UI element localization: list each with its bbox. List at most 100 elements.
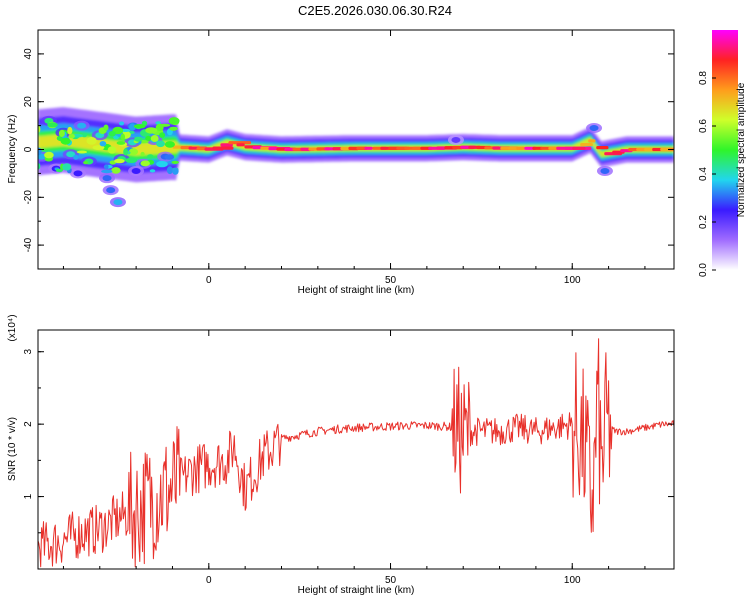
- snr-ytick-label: 1: [23, 493, 34, 499]
- spectrogram-speckle: [128, 148, 138, 156]
- colorbar-tick-label: 0.4: [698, 167, 709, 181]
- spectrogram-speckle: [159, 132, 166, 138]
- spectrogram-speckle: [67, 126, 73, 135]
- snr-ytick-label: 2: [23, 421, 34, 427]
- spectrogram-speckle: [140, 160, 150, 167]
- spectrogram-speckle: [101, 169, 113, 174]
- spectrogram-speckle: [103, 124, 109, 131]
- snr-xlabel: Height of straight line (km): [298, 585, 415, 596]
- spectrogram-ytick-label: -20: [23, 190, 34, 205]
- spectrogram-speckle: [60, 137, 71, 145]
- spectrogram-blob: [589, 124, 599, 131]
- spectrogram-content: [38, 107, 674, 208]
- spectrogram-blobs: [38, 115, 613, 208]
- spectrogram-core-dash: [212, 146, 234, 150]
- spectrogram-core-dash: [228, 141, 252, 145]
- spectrogram-speckle: [147, 154, 154, 159]
- spectrogram-speckle: [129, 123, 136, 131]
- spectrogram-speckle: [47, 122, 58, 128]
- spectrogram-speckle: [92, 145, 105, 151]
- spectrogram-speckle: [58, 129, 65, 137]
- snr-axes: 0 50 100 1 2 3: [23, 330, 674, 586]
- spectrogram-blob: [600, 168, 610, 175]
- spectrogram-speckle: [44, 151, 54, 159]
- snr-series-line: [38, 338, 674, 568]
- spectrogram-band: [38, 134, 674, 157]
- spectrogram-ytick-label: 20: [23, 96, 34, 108]
- spectrogram-core-dash: [596, 146, 609, 150]
- spectrogram-blob: [66, 151, 76, 158]
- spectrogram-speckle: [155, 121, 161, 125]
- spectrogram-speckle: [55, 168, 63, 173]
- spectrogram-speckle: [81, 132, 88, 138]
- snr-ylabel: SNR (10 * v/v): [7, 417, 18, 481]
- spectrogram-speckle: [150, 135, 159, 142]
- spectrogram-speckle: [38, 125, 41, 133]
- spectrogram-speckle: [164, 154, 175, 160]
- spectrogram-speckle: [38, 147, 42, 156]
- colorbar: 0.0 0.2 0.4 0.6 0.8 Normalized spectral ampl…: [698, 30, 747, 277]
- spectrogram-speckle: [168, 117, 180, 125]
- snr-panel: 0 50 100 1 2 3 Height of straight line (km) S…: [7, 314, 675, 596]
- spectrogram-core-dash: [236, 143, 245, 147]
- colorbar-tick-label: 0.0: [698, 263, 709, 277]
- spectrogram-xtick-label: 50: [385, 275, 397, 286]
- snr-content: [38, 338, 674, 568]
- spectrogram-speckle: [86, 137, 97, 145]
- spectrogram-core: [172, 139, 674, 156]
- snr-ytick-label: 3: [23, 349, 34, 355]
- spectrogram-core-dash: [588, 139, 596, 143]
- snr-xtick-label: 50: [385, 575, 397, 586]
- spectrogram-speckle: [76, 150, 88, 154]
- spectrogram-speckle: [172, 167, 179, 175]
- spectrogram-ytick-label: -40: [23, 237, 34, 252]
- colorbar-tick-label: 0.8: [698, 71, 709, 85]
- figure-title: C2E5.2026.030.06.30.R24: [298, 3, 452, 18]
- colorbar-ticks: 0.0 0.2 0.4 0.6 0.8: [698, 71, 716, 277]
- spectrogram-xtick-label: 100: [564, 275, 581, 286]
- spectrogram-ytick-label: 40: [23, 48, 34, 60]
- spectrogram-speckle: [156, 160, 168, 168]
- spectrogram-speckle: [113, 135, 119, 140]
- spectrogram-blob: [451, 136, 461, 143]
- spectrogram-speckle: [164, 141, 175, 148]
- spectrogram-speckle: [125, 157, 138, 163]
- spectrogram-speckle: [114, 158, 125, 164]
- spectrogram-speckle: [134, 136, 143, 142]
- spectrogram-speckle: [169, 126, 178, 131]
- spectrogram-core-dash: [580, 143, 593, 147]
- spectrogram-blob: [113, 199, 123, 206]
- spectrogram-speckle: [108, 131, 116, 137]
- spectrogram-speckle: [111, 167, 121, 174]
- spectrogram-speckle: [145, 127, 158, 134]
- snr-xtick-label: 100: [564, 575, 581, 586]
- spectrogram-speckle: [68, 134, 76, 139]
- spectrogram-xlabel: Height of straight line (km): [298, 285, 415, 296]
- spectrogram-band: [38, 129, 674, 161]
- spectrogram-speckle: [123, 148, 128, 156]
- spectrogram-blob: [73, 170, 83, 177]
- colorbar-gradient: [712, 30, 738, 270]
- spectrogram-speckle: [166, 166, 173, 175]
- spectrogram-speckle: [107, 146, 117, 154]
- colorbar-tick-label: 0.6: [698, 119, 709, 133]
- spectrogram-core-dash: [532, 146, 543, 150]
- spectrogram-blob: [38, 153, 47, 160]
- spectrogram-core-dash: [364, 146, 373, 150]
- spectrogram-panel: 0 50 100 -40 -20 0 20 40 Height of straight lin…: [7, 29, 675, 296]
- spectrogram-speckle: [171, 160, 179, 164]
- spectrogram-speckle: [155, 123, 164, 132]
- spectrogram-speckle: [120, 133, 126, 141]
- spectrogram-blob: [102, 175, 112, 182]
- spectrogram-speckle: [133, 124, 146, 129]
- spectrogram-blob: [131, 168, 141, 175]
- spectrogram-speckle: [116, 141, 126, 145]
- spectrogram-xtick-label: 0: [206, 275, 212, 286]
- spectrogram-speckle: [62, 163, 72, 171]
- spectrogram-speckle: [73, 154, 79, 160]
- spectrogram-blob: [106, 187, 116, 194]
- spectrogram-core-dash: [572, 146, 586, 150]
- spectrogram-blob: [77, 122, 87, 129]
- spectrogram-speckle: [140, 151, 145, 157]
- spectrogram-speckle: [119, 121, 125, 126]
